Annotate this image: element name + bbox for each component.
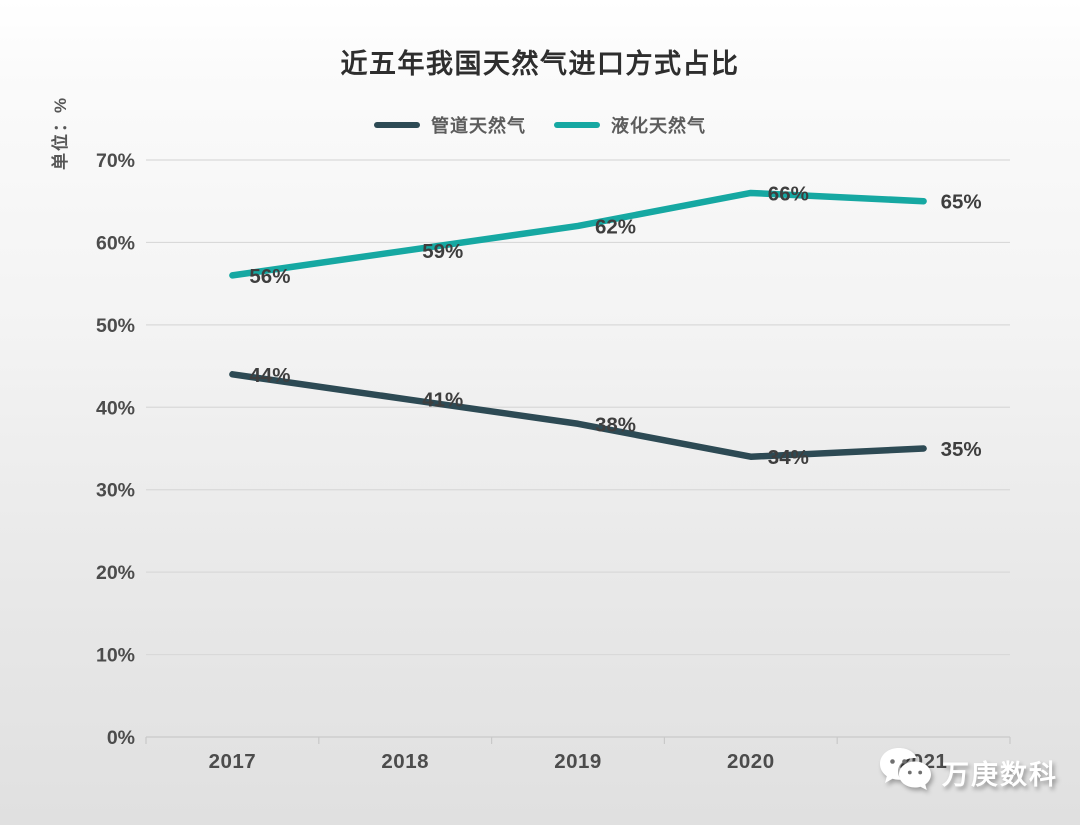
data-label-液化天然气: 56% [249, 265, 290, 288]
data-label-液化天然气: 59% [422, 240, 463, 263]
y-tick-label: 0% [107, 727, 135, 749]
y-tick-label: 50% [96, 315, 135, 337]
data-label-液化天然气: 65% [941, 191, 982, 214]
y-tick-label: 60% [96, 232, 135, 254]
legend-label: 管道天然气 [431, 116, 526, 136]
x-tick-label: 2018 [381, 750, 429, 773]
y-tick-label: 40% [96, 397, 135, 419]
lng-line-swatch [554, 122, 600, 128]
x-tick-label: 2017 [209, 750, 257, 773]
legend: 管道天然气 液化天然气 [0, 112, 1080, 138]
pipeline-gas-line-swatch [374, 122, 420, 128]
data-label-管道天然气: 38% [595, 413, 636, 436]
series-line-液化天然气 [229, 189, 927, 279]
watermark: 万庚数科 [878, 745, 1058, 799]
series-line-管道天然气 [229, 371, 927, 460]
y-tick-label: 20% [96, 562, 135, 584]
data-label-管道天然气: 41% [422, 389, 463, 412]
legend-item-lng: 液化天然气 [554, 112, 706, 138]
legend-item-pipeline-gas: 管道天然气 [374, 112, 526, 138]
data-label-液化天然气: 62% [595, 215, 636, 238]
chart-title: 近五年我国天然气进口方式占比 [340, 49, 740, 79]
data-label-管道天然气: 35% [941, 438, 982, 461]
wechat-icon [880, 748, 931, 790]
y-tick-label: 10% [96, 645, 135, 667]
data-label-管道天然气: 44% [249, 364, 290, 387]
legend-label: 液化天然气 [611, 116, 706, 136]
x-tick-label: 2020 [727, 750, 775, 773]
data-label-液化天然气: 66% [768, 182, 809, 205]
y-tick-label: 70% [96, 150, 135, 172]
data-label-管道天然气: 34% [768, 446, 809, 469]
watermark-text: 万庚数科 [942, 759, 1058, 790]
y-tick-label: 30% [96, 480, 135, 502]
x-tick-label: 2019 [554, 750, 602, 773]
